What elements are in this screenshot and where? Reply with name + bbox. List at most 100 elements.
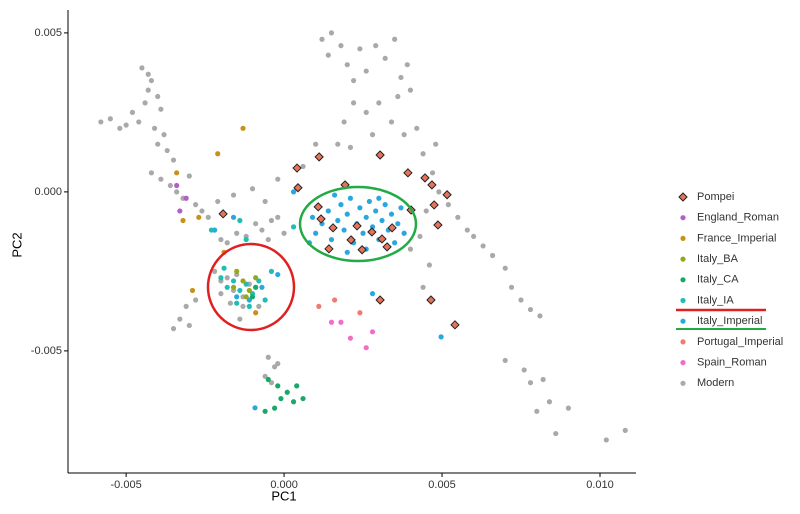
- point: [237, 287, 243, 294]
- point: [324, 244, 334, 254]
- point: [186, 322, 192, 329]
- point: [290, 224, 297, 230]
- point: [196, 214, 202, 220]
- point: [224, 240, 230, 246]
- point: [344, 249, 350, 255]
- point: [292, 163, 302, 173]
- point: [404, 62, 410, 68]
- point: [240, 278, 246, 284]
- point: [357, 245, 367, 255]
- point: [275, 361, 281, 367]
- point: [344, 211, 350, 217]
- point: [253, 310, 259, 316]
- point: [262, 408, 268, 414]
- point: [268, 217, 275, 224]
- point: [420, 284, 426, 290]
- point: [249, 294, 256, 300]
- point: [325, 52, 331, 58]
- point: [208, 227, 215, 233]
- x-tick-label: -0.005: [111, 479, 142, 491]
- point: [183, 195, 189, 201]
- point: [338, 43, 344, 49]
- point: [546, 399, 553, 405]
- point: [253, 275, 259, 281]
- point: [357, 46, 363, 52]
- point: [518, 297, 524, 303]
- point: [234, 294, 240, 300]
- point: [328, 319, 335, 325]
- point: [155, 141, 161, 147]
- point: [234, 300, 240, 306]
- point: [211, 268, 218, 274]
- point: [218, 209, 228, 219]
- point: [382, 55, 388, 61]
- point: [369, 132, 376, 138]
- point: [427, 180, 437, 190]
- red-circle-annotation: [206, 242, 296, 332]
- point: [145, 71, 151, 77]
- point: [395, 93, 401, 100]
- point: [445, 202, 451, 208]
- point: [293, 183, 303, 193]
- point: [350, 100, 357, 106]
- point: [265, 376, 271, 383]
- points: [98, 30, 628, 443]
- point: [186, 173, 192, 179]
- point: [281, 230, 287, 236]
- legend-key: [680, 277, 686, 283]
- legend-key: [680, 380, 686, 386]
- legend-label: Italy_CA: [697, 274, 739, 286]
- point: [275, 383, 281, 389]
- legend-label: England_Roman: [697, 212, 779, 224]
- point: [193, 202, 199, 208]
- point: [341, 227, 347, 233]
- point: [489, 252, 496, 259]
- point: [230, 278, 237, 284]
- point: [375, 295, 385, 305]
- point: [259, 284, 265, 290]
- point: [158, 106, 164, 112]
- point: [407, 246, 414, 252]
- point: [417, 233, 423, 240]
- point: [230, 214, 237, 220]
- point: [252, 405, 258, 411]
- point: [328, 236, 335, 243]
- point: [256, 303, 262, 309]
- point: [215, 151, 221, 157]
- point: [170, 157, 177, 163]
- point: [234, 268, 240, 274]
- point: [313, 202, 323, 212]
- point: [442, 190, 452, 200]
- y-tick-label: 0.000: [34, 186, 62, 198]
- point: [221, 265, 227, 271]
- point: [151, 125, 158, 131]
- point: [227, 300, 233, 306]
- point: [246, 303, 252, 309]
- point: [294, 383, 300, 389]
- point: [180, 217, 186, 224]
- point: [262, 198, 268, 205]
- point: [193, 297, 199, 303]
- point: [218, 291, 224, 297]
- point: [259, 227, 265, 233]
- point: [314, 152, 324, 162]
- point: [246, 297, 252, 303]
- point: [429, 170, 436, 176]
- y-tick-label: -0.005: [31, 345, 62, 357]
- point: [603, 437, 609, 443]
- point: [407, 87, 414, 93]
- point: [243, 294, 249, 300]
- point: [243, 281, 249, 287]
- legend-key: [680, 360, 686, 366]
- point: [240, 303, 246, 309]
- point: [537, 313, 543, 319]
- point: [455, 214, 461, 220]
- point: [268, 268, 275, 274]
- point: [249, 186, 256, 192]
- point: [129, 109, 136, 115]
- point: [347, 144, 354, 150]
- point: [373, 43, 379, 49]
- point: [170, 326, 177, 332]
- point: [352, 221, 362, 231]
- point: [367, 227, 377, 237]
